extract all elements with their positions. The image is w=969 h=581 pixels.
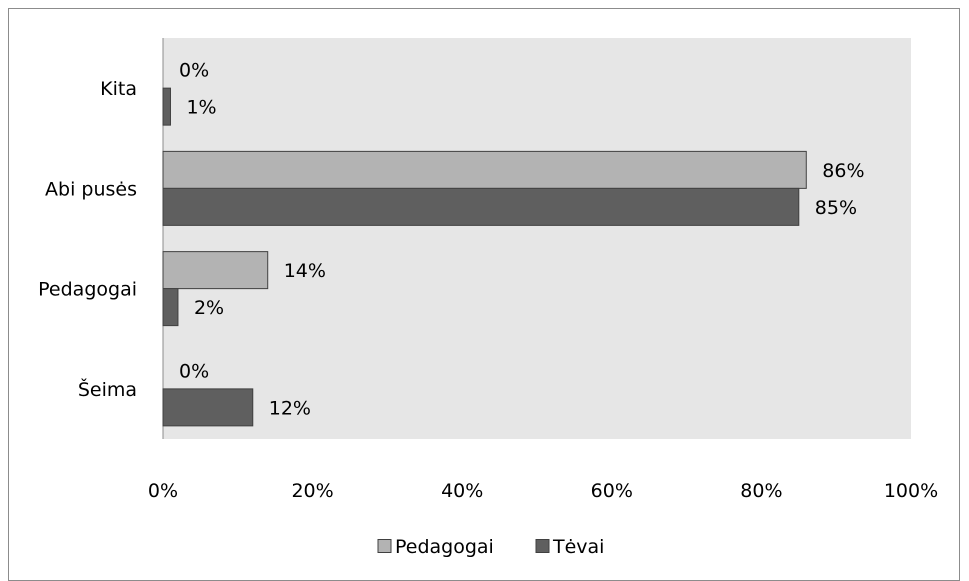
x-tick-label: 80%: [740, 480, 782, 502]
data-label: 12%: [269, 397, 311, 419]
x-tick-label: 100%: [884, 480, 938, 502]
x-tick-label: 60%: [591, 480, 633, 502]
x-tick-label: 40%: [441, 480, 483, 502]
x-tick-label: 20%: [291, 480, 333, 502]
data-label: 0%: [179, 60, 209, 82]
data-label: 85%: [815, 197, 857, 219]
bars-layer: [162, 87, 807, 427]
data-label: 1%: [186, 97, 216, 119]
category-label: Šeima: [78, 377, 137, 401]
data-label: 86%: [822, 160, 864, 182]
data-label: 0%: [179, 360, 209, 382]
data-label: 14%: [284, 260, 326, 282]
category-label: Abi pusės: [45, 178, 137, 200]
bar-tėvai: [162, 87, 171, 126]
data-label: 2%: [194, 297, 224, 319]
legend: Pedagogai Tėvai: [377, 536, 604, 558]
bar-tėvai: [162, 288, 179, 327]
category-label: Kita: [100, 78, 137, 100]
bar-tėvai: [162, 187, 800, 226]
category-label: Pedagogai: [38, 279, 137, 301]
bar-pedagogai: [162, 251, 269, 290]
legend-label: Pedagogai: [395, 536, 494, 558]
legend-label: Tėvai: [552, 536, 604, 558]
x-tick-label: 0%: [148, 480, 178, 502]
legend-swatch-pedagogai: [377, 539, 392, 553]
data-labels-layer: 0% 1% 86% 85% 14% 2% 0% 12%: [179, 60, 865, 420]
legend-swatch-tėvai: [535, 539, 550, 553]
category-labels-layer: Kita Abi pusės Pedagogai Šeima: [38, 78, 137, 401]
bar-pedagogai: [162, 150, 807, 189]
plot-area: [163, 38, 911, 439]
bar-tėvai: [162, 388, 254, 427]
x-tick-labels-layer: 0% 20% 40% 60% 80% 100%: [148, 480, 938, 502]
